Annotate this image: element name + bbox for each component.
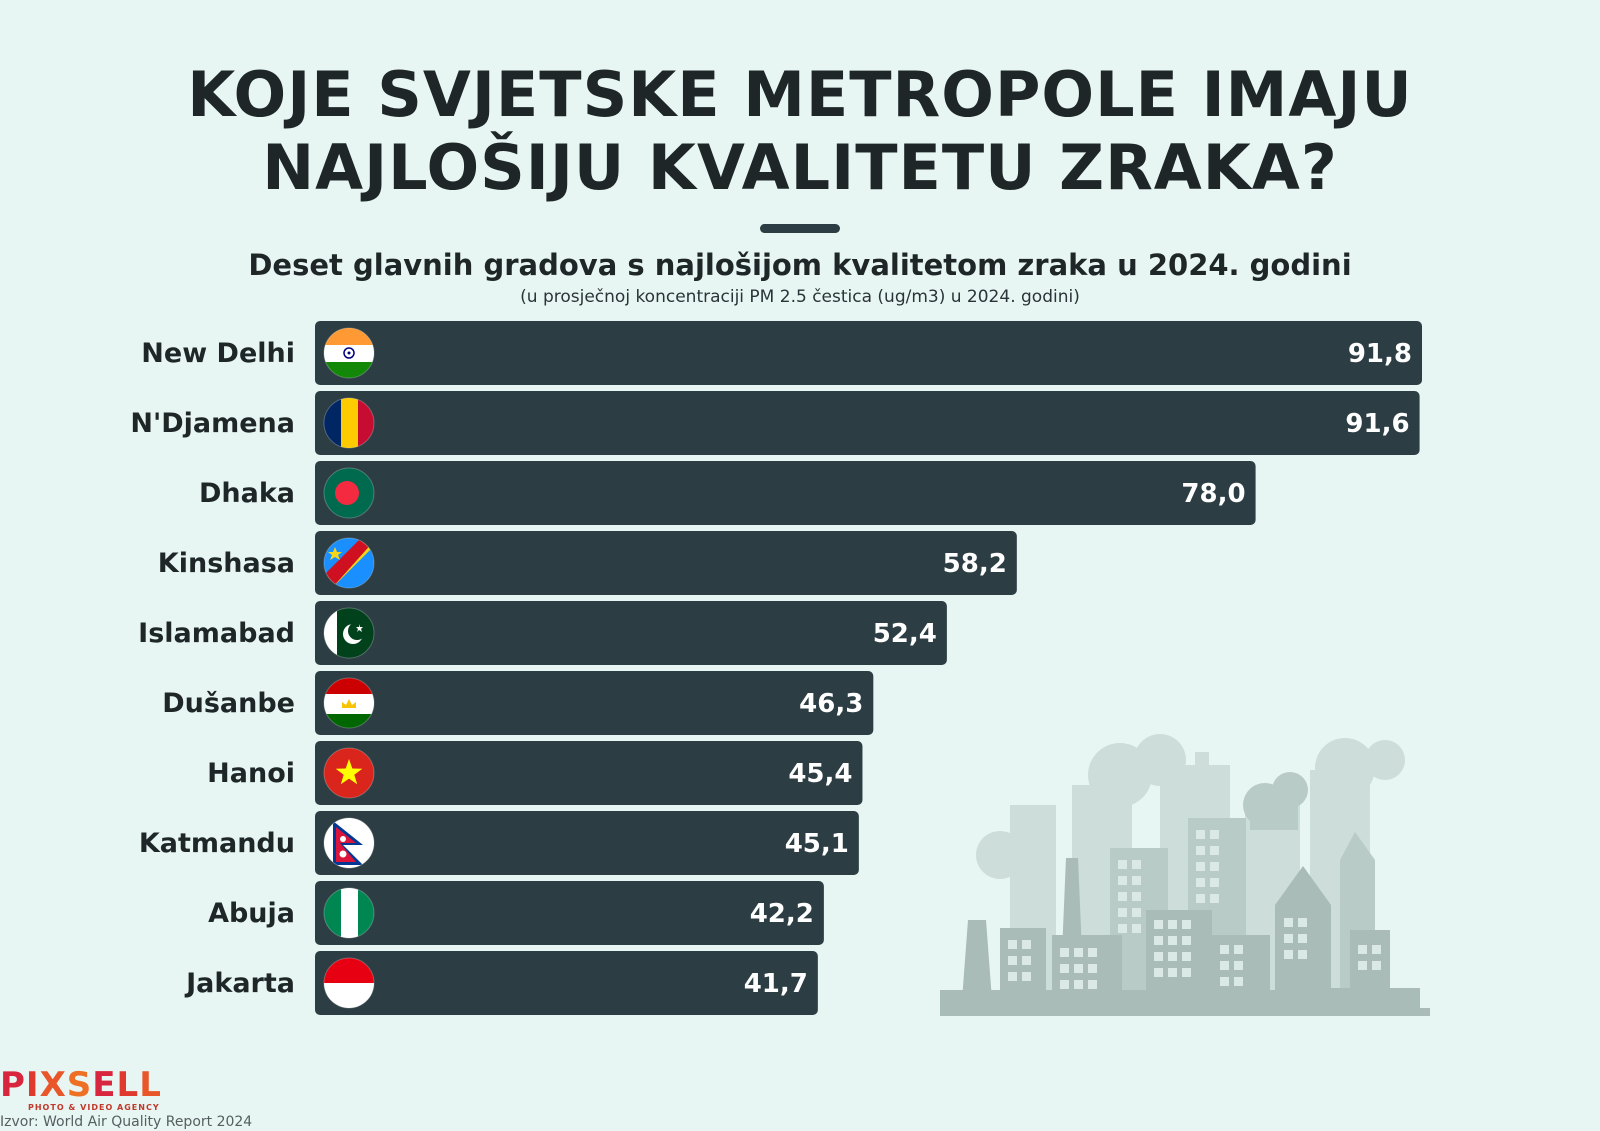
bar-row: Kinshasa 58,2 — [158, 531, 1017, 595]
city-label: Kinshasa — [158, 548, 295, 579]
bar-row: Katmandu 45,1 — [139, 811, 859, 875]
bar-row: Hanoi 45,4 — [207, 741, 863, 805]
bar-row: Jakarta 41,7 — [184, 951, 818, 1015]
india-flag-icon — [323, 327, 375, 379]
logo-wordmark: PIXSELL — [0, 1065, 162, 1105]
bar-row: Islamabad 52,4 — [138, 601, 947, 665]
bar — [315, 881, 824, 945]
value-label: 52,4 — [873, 619, 937, 649]
bar-row: Dušanbe 46,3 — [162, 671, 874, 735]
vietnam-flag-icon — [323, 747, 375, 799]
tajikistan-flag-icon — [323, 677, 375, 729]
bar-row: Dhaka 78,0 — [199, 461, 1256, 525]
bar — [315, 601, 947, 665]
city-label: New Delhi — [141, 338, 295, 369]
nepal-flag-icon — [323, 817, 375, 869]
bar-row: Abuja 42,2 — [208, 881, 824, 945]
city-label: Dhaka — [199, 478, 295, 509]
bar — [315, 671, 874, 735]
nigeria-flag-icon — [323, 887, 375, 939]
bangladesh-flag-icon — [323, 467, 375, 519]
bar-row: N'Djamena 91,6 — [130, 391, 1420, 455]
value-label: 91,8 — [1348, 339, 1412, 369]
bar — [315, 811, 859, 875]
dr-congo-flag-icon — [323, 537, 375, 589]
city-label: Katmandu — [139, 828, 295, 859]
chart-unit-note: (u prosječnoj koncentraciji PM 2.5 česti… — [520, 287, 1080, 307]
city-label: Dušanbe — [162, 688, 295, 719]
bar — [315, 741, 863, 805]
pixsell-logo: PIXSELL — [0, 1068, 162, 1102]
source-note: Izvor: World Air Quality Report 2024 — [0, 1114, 253, 1130]
chart-subtitle: Deset glavnih gradova s najlošijom kvali… — [248, 248, 1352, 282]
city-label: N'Djamena — [130, 408, 295, 439]
value-label: 46,3 — [799, 689, 863, 719]
city-label: Hanoi — [207, 758, 295, 789]
pakistan-flag-icon — [323, 607, 375, 659]
bar-row: New Delhi 91,8 — [141, 321, 1422, 385]
bar — [315, 951, 818, 1015]
city-skyline-illustration — [940, 734, 1430, 1016]
value-label: 45,4 — [788, 759, 852, 789]
title-line-2: NAJLOŠIJU KVALITETU ZRAKA? — [262, 131, 1338, 204]
value-label: 42,2 — [750, 899, 814, 929]
value-label: 58,2 — [943, 549, 1007, 579]
value-label: 91,6 — [1345, 409, 1409, 439]
value-label: 41,7 — [744, 969, 808, 999]
indonesia-flag-icon — [323, 957, 375, 1009]
page-title: KOJE SVJETSKE METROPOLE IMAJU NAJLOŠIJU … — [0, 58, 1600, 204]
title-line-1: KOJE SVJETSKE METROPOLE IMAJU — [187, 58, 1413, 131]
logo-tagline: PHOTO & VIDEO AGENCY — [28, 1103, 160, 1112]
city-label: Jakarta — [184, 968, 295, 999]
bar — [315, 321, 1422, 385]
chad-flag-icon — [323, 397, 375, 449]
bar — [315, 391, 1420, 455]
value-label: 45,1 — [785, 829, 849, 859]
value-label: 78,0 — [1181, 479, 1245, 509]
bar — [315, 531, 1017, 595]
city-label: Islamabad — [138, 618, 295, 649]
title-divider — [760, 224, 840, 233]
city-label: Abuja — [208, 898, 295, 929]
bar — [315, 461, 1256, 525]
